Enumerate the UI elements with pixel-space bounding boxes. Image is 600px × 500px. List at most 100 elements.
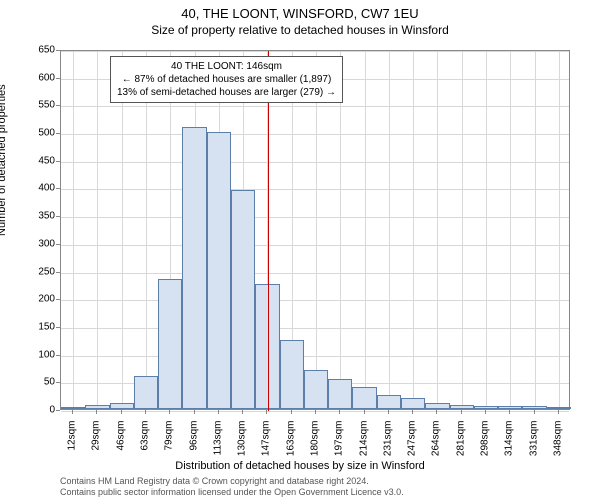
y-tick-label: 100 <box>25 349 55 360</box>
annotation-box: 40 THE LOONT: 146sqm ← 87% of detached h… <box>110 56 343 103</box>
plot-area <box>60 50 570 410</box>
histogram-bar <box>85 405 109 409</box>
annotation-line-2: ← 87% of detached houses are smaller (1,… <box>117 73 336 86</box>
y-tick-mark <box>56 382 60 383</box>
y-tick-mark <box>56 355 60 356</box>
histogram-bar <box>182 127 206 409</box>
y-tick-mark <box>56 299 60 300</box>
histogram-bar <box>207 132 231 409</box>
y-tick-label: 400 <box>25 183 55 194</box>
footer-line-2: Contains public sector information licen… <box>60 487 404 498</box>
histogram-bar <box>425 403 449 409</box>
annotation-line-3: 13% of semi-detached houses are larger (… <box>117 86 336 99</box>
histogram-bar <box>110 403 134 409</box>
gridline-vertical <box>462 51 463 409</box>
x-tick-mark <box>121 410 122 414</box>
x-tick-mark <box>291 410 292 414</box>
x-tick-mark <box>145 410 146 414</box>
gridline-horizontal <box>61 106 569 107</box>
x-tick-mark <box>169 410 170 414</box>
gridline-horizontal <box>61 189 569 190</box>
y-tick-mark <box>56 78 60 79</box>
histogram-bar <box>498 406 522 409</box>
histogram-bar <box>450 405 474 409</box>
y-tick-mark <box>56 244 60 245</box>
histogram-bar <box>522 406 546 409</box>
x-tick-mark <box>242 410 243 414</box>
y-tick-label: 250 <box>25 266 55 277</box>
gridline-vertical <box>97 51 98 409</box>
gridline-vertical <box>122 51 123 409</box>
y-tick-mark <box>56 327 60 328</box>
y-tick-mark <box>56 216 60 217</box>
x-tick-mark <box>485 410 486 414</box>
histogram-bar <box>134 376 158 409</box>
x-tick-mark <box>558 410 559 414</box>
y-tick-label: 200 <box>25 294 55 305</box>
gridline-horizontal <box>61 162 569 163</box>
property-marker-line <box>268 51 269 411</box>
y-axis-label: Number of detached properties <box>0 84 8 236</box>
y-tick-label: 300 <box>25 238 55 249</box>
gridline-vertical <box>146 51 147 409</box>
histogram-bar <box>158 279 182 409</box>
x-tick-mark <box>534 410 535 414</box>
histogram-bar <box>328 379 352 409</box>
gridline-vertical <box>365 51 366 409</box>
x-tick-mark <box>218 410 219 414</box>
y-tick-mark <box>56 50 60 51</box>
footer: Contains HM Land Registry data © Crown c… <box>60 476 404 498</box>
x-tick-mark <box>72 410 73 414</box>
gridline-vertical <box>340 51 341 409</box>
y-tick-label: 150 <box>25 321 55 332</box>
y-tick-label: 650 <box>25 45 55 56</box>
y-tick-mark <box>56 410 60 411</box>
y-tick-label: 450 <box>25 155 55 166</box>
annotation-line-1: 40 THE LOONT: 146sqm <box>117 60 336 73</box>
histogram-bar <box>474 406 498 409</box>
gridline-vertical <box>559 51 560 409</box>
x-tick-mark <box>436 410 437 414</box>
y-tick-label: 600 <box>25 72 55 83</box>
x-tick-mark <box>339 410 340 414</box>
footer-line-1: Contains HM Land Registry data © Crown c… <box>60 476 404 487</box>
x-tick-mark <box>388 410 389 414</box>
x-tick-mark <box>96 410 97 414</box>
gridline-vertical <box>73 51 74 409</box>
y-tick-label: 500 <box>25 128 55 139</box>
histogram-bar <box>401 398 425 409</box>
gridline-vertical <box>510 51 511 409</box>
chart-title: 40, THE LOONT, WINSFORD, CW7 1EU <box>0 0 600 21</box>
y-tick-label: 350 <box>25 211 55 222</box>
gridline-horizontal <box>61 356 569 357</box>
gridline-horizontal <box>61 51 569 52</box>
y-tick-mark <box>56 188 60 189</box>
gridline-vertical <box>486 51 487 409</box>
y-tick-label: 50 <box>25 377 55 388</box>
y-tick-label: 0 <box>25 405 55 416</box>
y-tick-label: 550 <box>25 100 55 111</box>
gridline-vertical <box>316 51 317 409</box>
histogram-bar <box>352 387 376 409</box>
histogram-bar <box>231 190 255 409</box>
histogram-bar <box>377 395 401 409</box>
gridline-vertical <box>437 51 438 409</box>
chart-subtitle: Size of property relative to detached ho… <box>0 21 600 37</box>
x-axis-label: Distribution of detached houses by size … <box>0 460 600 472</box>
histogram-bar <box>547 407 571 409</box>
gridline-horizontal <box>61 245 569 246</box>
y-tick-mark <box>56 133 60 134</box>
y-tick-mark <box>56 272 60 273</box>
gridline-horizontal <box>61 300 569 301</box>
x-tick-mark <box>509 410 510 414</box>
gridline-vertical <box>413 51 414 409</box>
histogram-bar <box>280 340 304 409</box>
gridline-horizontal <box>61 328 569 329</box>
y-tick-mark <box>56 161 60 162</box>
gridline-vertical <box>535 51 536 409</box>
histogram-bar <box>61 407 85 409</box>
y-tick-mark <box>56 105 60 106</box>
gridline-horizontal <box>61 273 569 274</box>
x-tick-mark <box>315 410 316 414</box>
histogram-bar <box>304 370 328 409</box>
